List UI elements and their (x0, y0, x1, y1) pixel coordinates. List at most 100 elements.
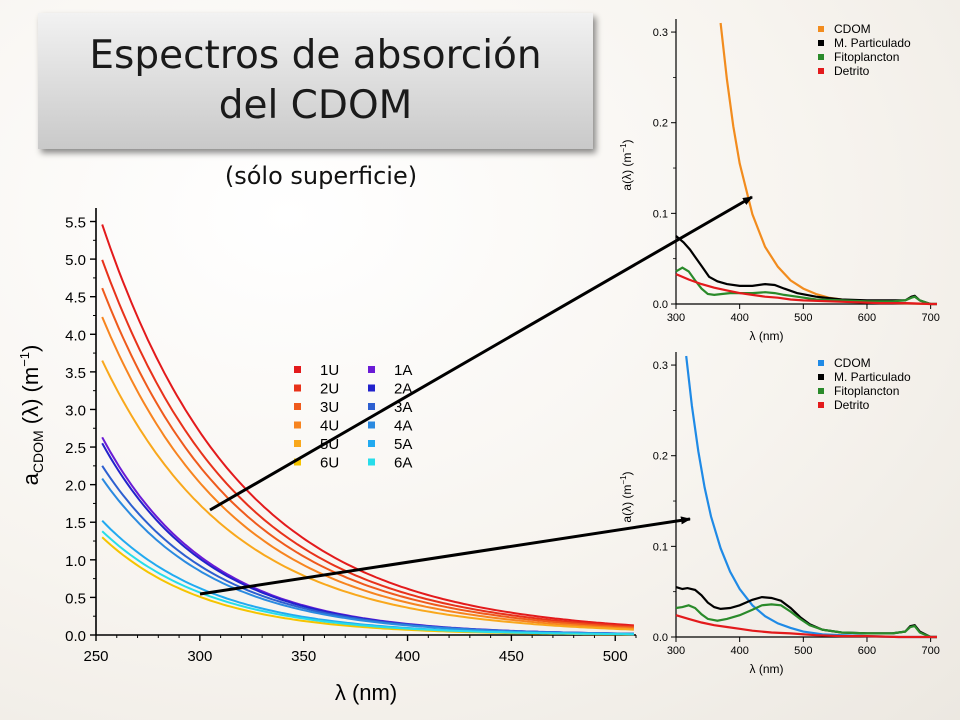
main-series-line-2U (101, 259, 634, 628)
top-inset-legend-label: Fitoplancton (834, 50, 899, 64)
main-x-tick-label: 250 (83, 648, 108, 665)
legend-label-4A: 4A (394, 418, 412, 435)
page-title-line2: del CDOM (218, 83, 413, 128)
main-y-axis-label: aCDOM (λ) (m−1) (17, 345, 46, 486)
legend-swatch-5A (368, 440, 375, 447)
bottom-inset-y-tick-label: 0.3 (653, 360, 668, 372)
main-y-tick-label: 3.0 (65, 402, 86, 419)
title-box: Espectros de absorción del CDOM (38, 13, 593, 149)
top-inset-legend-label: CDOM (834, 22, 871, 36)
bottom-inset-x-tick-label: 400 (730, 645, 748, 657)
main-y-tick-label: 1.0 (65, 553, 86, 570)
page-subtitle: (sólo superficie) (224, 162, 418, 190)
legend-label-5A: 5A (394, 436, 412, 453)
main-x-axis-label: λ (nm) (335, 680, 397, 705)
bottom-inset-x-axis-label: λ (nm) (750, 662, 784, 676)
main-chart: 0.0 0.5 1.0 1.5 2.0 2.5 3.0 3.5 4.0 4.5 5.0 5.5 250 3… (17, 208, 637, 705)
top-inset-y-tick-label: 0.0 (653, 299, 668, 311)
legend-label-5U: 5U (320, 436, 339, 453)
main-x-tick-label: 500 (603, 648, 628, 665)
legend-label-3A: 3A (394, 399, 412, 416)
connector-arrows (199, 195, 753, 596)
legend-swatch-4U (294, 421, 301, 429)
top-inset-legend-swatch (818, 26, 824, 32)
bottom-inset-legend-swatch (818, 374, 824, 380)
bottom-inset-y-tick-label: 0.0 (653, 632, 668, 644)
top-inset-legend-swatch (818, 54, 824, 60)
top-inset-legend-label: Detrito (834, 64, 870, 78)
bottom-inset-y-tick-label: 0.1 (653, 541, 668, 553)
top-inset-series-line (719, 22, 931, 306)
legend-swatch-5U (294, 440, 301, 447)
legend-swatch-4A (368, 421, 375, 429)
bottom-inset-series-line (675, 586, 937, 639)
main-series-line-1A (101, 436, 634, 635)
bottom-inset-chart: 0.0 0.1 0.2 0.3 300 400 500 600 700 λ (nm) a(λ) (m… (619, 352, 940, 676)
legend-label-3U: 3U (320, 399, 339, 416)
main-y-tick-label: 2.0 (65, 478, 86, 495)
main-series-line-4U (101, 316, 634, 630)
legend-swatch-6U (294, 458, 301, 466)
main-y-tick-label: 5.5 (65, 215, 86, 232)
top-inset-series-line (675, 273, 937, 306)
main-series-line-3A (101, 465, 634, 635)
main-y-tick-label: 2.5 (65, 440, 86, 457)
bottom-inset-legend-label: Fitoplancton (834, 384, 899, 398)
bottom-inset-legend-label: M. Particulado (834, 370, 911, 384)
page-title-line1: Espectros de absorción (89, 33, 542, 78)
main-series-line-4A (101, 478, 634, 635)
arrow-to-bottom-chart (199, 516, 691, 596)
legend-label-2A: 2A (394, 381, 412, 398)
main-y-tick-label: 0.0 (65, 628, 86, 645)
top-inset-y-tick-label: 0.3 (653, 27, 668, 39)
legend-label-6A: 6A (394, 455, 412, 472)
bottom-inset-legend-swatch (818, 402, 824, 408)
bottom-inset-series-line (675, 603, 937, 639)
bottom-inset-legend-swatch (818, 360, 824, 366)
bottom-inset-series-line (675, 614, 937, 639)
top-inset-y-axis-label: a(λ) (m−1) (619, 139, 634, 190)
main-y-tick-label: 4.0 (65, 327, 86, 344)
top-inset-y-tick-label: 0.2 (653, 118, 668, 130)
top-inset-x-tick-label: 700 (921, 312, 939, 324)
bottom-inset-x-tick-label: 300 (667, 645, 685, 657)
legend-swatch-1U (294, 366, 301, 373)
arrow-to-top-chart (209, 195, 753, 512)
main-x-tick-label: 350 (291, 648, 316, 665)
bottom-inset-x-tick-label: 500 (794, 645, 812, 657)
top-inset-x-axis-label: λ (nm) (750, 329, 784, 343)
top-inset-x-tick-label: 300 (667, 312, 685, 324)
bottom-inset-legend-label: CDOM (834, 356, 871, 370)
legend-swatch-3A (368, 403, 375, 410)
main-series-line-5U (101, 360, 634, 631)
bottom-inset-x-tick-label: 600 (858, 645, 876, 657)
bottom-inset-x-tick-label: 700 (921, 645, 939, 657)
top-inset-x-tick-label: 500 (794, 312, 812, 324)
legend-label-4U: 4U (320, 418, 339, 435)
bottom-inset-y-axis-label: a(λ) (m−1) (619, 471, 634, 522)
bottom-inset-legend-label: Detrito (834, 398, 870, 412)
main-y-tick-label: 4.5 (65, 290, 86, 307)
main-series-line-3U (101, 287, 634, 629)
main-x-tick-label: 400 (395, 648, 420, 665)
legend-label-1A: 1A (394, 362, 412, 379)
legend-label-1U: 1U (320, 362, 339, 379)
top-inset-legend-swatch (818, 40, 824, 46)
main-series-line-1U (101, 224, 634, 627)
bottom-inset-legend-swatch (818, 388, 824, 394)
top-inset-series-line (675, 266, 937, 306)
legend-swatch-2U (294, 384, 301, 392)
main-x-tick-label: 300 (187, 648, 212, 665)
main-y-tick-label: 1.5 (65, 515, 86, 532)
legend-swatch-3U (294, 403, 301, 410)
top-inset-legend-swatch (818, 68, 824, 74)
top-inset-x-tick-label: 400 (730, 312, 748, 324)
main-series-line-6A (101, 530, 634, 636)
legend-swatch-1A (368, 366, 375, 373)
main-x-tick-label: 450 (499, 648, 524, 665)
top-inset-x-tick-label: 600 (858, 312, 876, 324)
bottom-inset-series-line (685, 355, 937, 639)
main-y-tick-label: 0.5 (65, 590, 86, 607)
legend-label-6U: 6U (320, 455, 339, 472)
